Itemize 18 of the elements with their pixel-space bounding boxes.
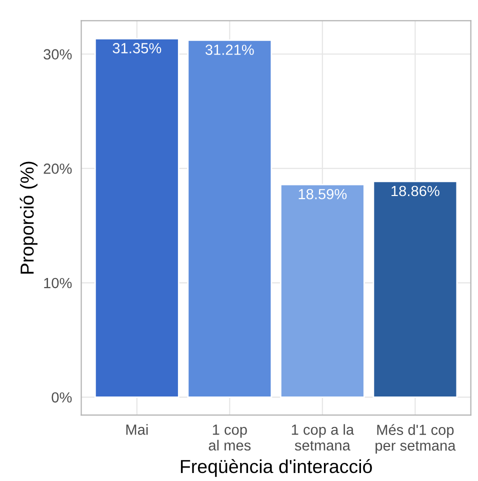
bar <box>187 40 272 398</box>
x-tick-label: Més d'1 cop per setmana <box>376 424 456 454</box>
data-label: 18.86% <box>392 186 440 196</box>
data-label: 31.35% <box>112 43 162 54</box>
x-tick-label: 1 cop a la setmana <box>292 424 354 451</box>
y-axis-title: Proporció (%) <box>20 162 38 274</box>
y-tick-label: 10% <box>44 278 72 288</box>
y-tick-label: 20% <box>44 164 72 174</box>
x-axis-title: Freqüència d'interacció <box>180 459 372 477</box>
x-tick-label: Mai <box>126 424 148 435</box>
bar <box>280 184 365 398</box>
x-tick-label: 1 cop al mes <box>208 424 251 451</box>
bar <box>94 38 180 398</box>
data-label: 31.21% <box>205 44 254 55</box>
y-tick-label: 30% <box>44 49 72 60</box>
y-tick-label: 0% <box>52 392 72 403</box>
data-label: 18.59% <box>298 188 347 200</box>
bar <box>372 180 458 398</box>
